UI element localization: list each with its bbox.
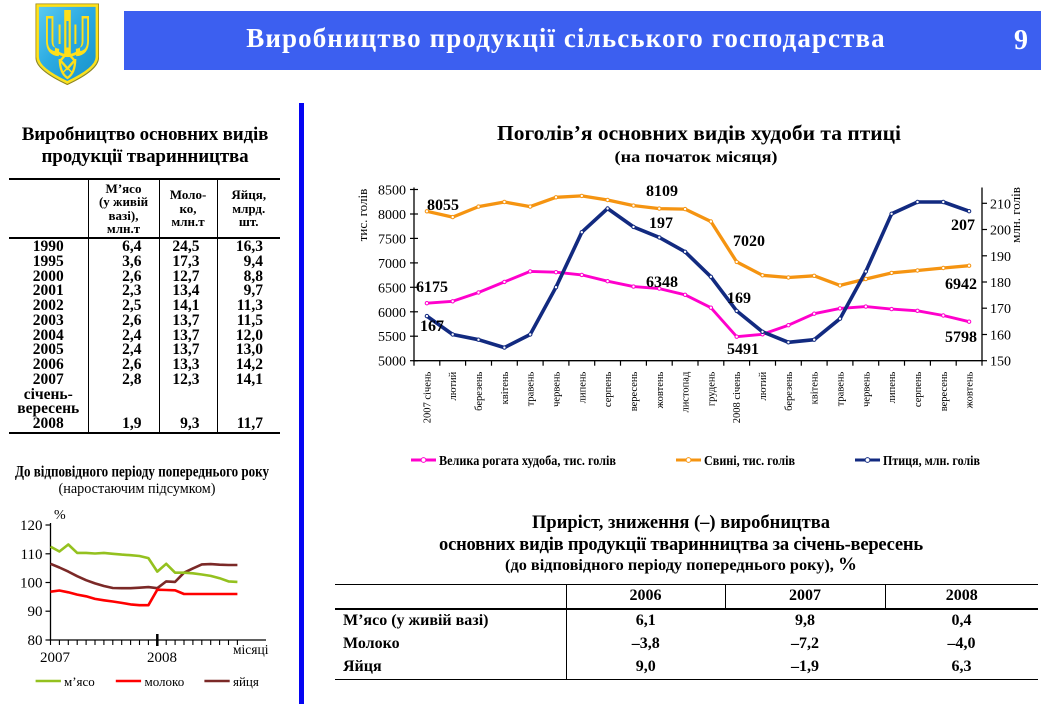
svg-text:8055: 8055 [427,197,459,214]
svg-text:5500: 5500 [378,330,406,345]
svg-text:квітень: квітень [500,371,511,404]
svg-text:8109: 8109 [646,183,678,200]
svg-text:млн. голів: млн. голів [1008,187,1023,243]
svg-text:лютий: лютий [448,371,459,400]
svg-text:120: 120 [20,518,43,534]
svg-text:яйця: яйця [233,674,259,689]
svg-text:6348: 6348 [646,274,678,291]
svg-text:місяці: місяці [233,642,269,657]
svg-text:До відповідного періоду попере: До відповідного періоду попереднього рок… [15,464,269,481]
svg-text:м’ясо: м’ясо [64,674,95,689]
svg-text:150: 150 [990,355,1011,370]
svg-text:(на початок місяця): (на початок місяця) [615,149,778,166]
svg-text:2008: 2008 [147,650,177,666]
svg-text:6500: 6500 [378,281,406,296]
svg-text:травень: травень [526,371,537,406]
svg-text:тис. голів: тис. голів [355,189,370,241]
svg-text:180: 180 [990,276,1011,291]
svg-text:5798: 5798 [945,329,977,346]
svg-text:липень: липень [577,371,588,403]
svg-text:червень: червень [552,371,563,406]
svg-text:6942: 6942 [945,276,977,293]
svg-text:8000: 8000 [378,208,406,223]
svg-text:200: 200 [990,224,1011,239]
svg-text:90: 90 [28,604,43,620]
svg-text:вересень: вересень [939,371,950,411]
svg-text:2007: 2007 [40,650,71,666]
svg-text:молоко: молоко [145,674,185,689]
svg-text:100: 100 [20,576,43,592]
svg-text:80: 80 [28,633,43,649]
svg-text:липень: липень [887,371,898,403]
svg-text:207: 207 [951,217,975,234]
svg-text:8500: 8500 [378,184,406,199]
svg-text:Птиця, млн. голів: Птиця, млн. голів [883,453,980,468]
svg-text:квітень: квітень [810,371,821,404]
svg-text:110: 110 [21,547,43,563]
svg-text:170: 170 [990,302,1011,317]
svg-text:2007 січень: 2007 січень [422,371,433,423]
svg-text:червень: червень [861,371,872,406]
svg-text:6175: 6175 [416,279,448,296]
svg-text:травень: травень [836,371,847,406]
svg-text:210: 210 [990,197,1011,212]
svg-text:%: % [54,508,66,523]
svg-text:вересень: вересень [629,371,640,411]
svg-text:7020: 7020 [733,233,765,250]
svg-text:7500: 7500 [378,232,406,247]
svg-text:6000: 6000 [378,306,406,321]
svg-text:Поголів’я основних видів худоб: Поголів’я основних видів худоби та птиці [497,121,901,145]
svg-text:(наростаючим підсумком): (наростаючим підсумком) [59,481,216,497]
svg-text:2008 січень: 2008 січень [732,371,743,423]
svg-text:грудень: грудень [706,371,717,406]
svg-text:серпень: серпень [913,371,924,407]
svg-text:жовтень: жовтень [965,372,976,410]
svg-text:березень: березень [474,371,485,410]
svg-text:197: 197 [649,215,673,232]
svg-text:5491: 5491 [727,341,759,358]
svg-text:5000: 5000 [378,355,406,370]
svg-text:листопад: листопад [681,371,692,412]
svg-text:167: 167 [420,318,444,335]
svg-text:жовтень: жовтень [655,372,666,410]
svg-text:серпень: серпень [603,371,614,407]
svg-text:Велика рогата худоба, тис. гол: Велика рогата худоба, тис. голів [439,453,616,468]
svg-text:Свині, тис. голів: Свині, тис. голів [704,453,795,468]
svg-text:169: 169 [727,290,751,307]
svg-text:лютий: лютий [758,371,769,400]
svg-text:березень: березень [784,371,795,410]
svg-text:7000: 7000 [378,257,406,272]
svg-text:160: 160 [990,329,1011,344]
svg-text:190: 190 [990,250,1011,265]
